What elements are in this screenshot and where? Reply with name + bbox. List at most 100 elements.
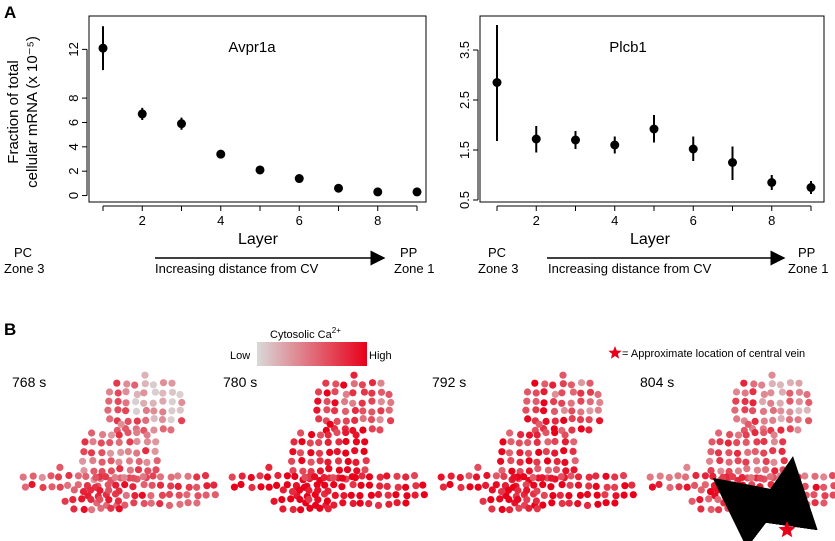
cell [105,496,113,504]
cell [628,481,636,489]
cell [795,388,804,396]
imaging-panel [437,371,637,514]
cell [524,415,532,423]
cell [596,417,604,425]
cell [80,505,88,514]
cell [342,437,350,446]
cell [760,449,768,457]
cell [307,467,315,476]
cell [777,426,785,434]
cell [574,481,583,489]
data-point [334,183,343,193]
cell [539,481,547,489]
star-icon [608,346,622,359]
arrow-label: Increasing distance from CV [548,261,712,276]
cell [115,505,123,513]
cell [558,499,566,508]
cell [666,483,674,492]
cell [742,458,750,466]
cell [567,381,576,389]
cell [82,472,90,480]
cell [557,473,565,481]
cell [576,491,585,499]
cell [321,481,329,489]
imaging-panel [646,371,835,514]
cell [140,499,148,508]
cell [289,448,297,456]
cell [97,504,105,512]
cell [766,473,774,481]
cell [88,429,96,437]
cell [230,483,238,491]
cell [383,472,391,480]
cell [123,380,131,388]
cell [553,457,561,466]
cell [341,407,350,415]
cell [498,448,506,456]
cell [565,499,573,507]
cell [122,399,130,407]
cell [569,447,577,455]
cell [748,481,756,489]
cell [533,458,541,466]
cell [583,501,592,509]
cell [729,473,737,481]
cell [138,491,146,499]
chart-plcb1: Plcb1 0.5 1.5 2.5 3.5 2 4 6 8 Layer PC Zone 3 I… [457,15,828,276]
cell [184,472,192,480]
cell [311,473,319,481]
cell [104,481,112,489]
cell [152,466,160,474]
cell [829,491,835,499]
cell [133,449,141,457]
cell [107,457,115,465]
cell [367,416,376,424]
cell [516,458,524,466]
cell [743,465,751,473]
cell [114,406,122,414]
cell [168,398,176,406]
cell [496,495,504,503]
cell [562,467,570,475]
cell [548,499,556,507]
cell [143,458,151,466]
x-tick-label: 8 [374,213,381,228]
cell [331,388,339,396]
data-point [531,134,541,144]
cell [466,483,474,491]
cell [446,480,454,489]
x-axis-label: Layer [630,231,671,248]
cell [96,486,104,495]
cell [159,425,167,433]
cell [393,499,401,507]
cell [811,499,819,507]
cell [115,487,123,495]
cell [287,495,295,503]
cell [535,420,543,428]
cell [758,381,766,389]
panel-b-label: B [4,320,16,339]
cell [732,388,741,396]
cell [21,483,29,491]
cell [349,481,357,489]
cell [129,474,137,482]
cell [522,406,530,414]
cell [296,449,305,457]
cell [740,379,748,387]
cell [228,473,236,481]
cell [114,497,122,505]
cell [701,481,709,489]
x-tick-label: 4 [611,213,618,228]
cell [820,483,828,491]
x-tick-label: 2 [533,213,540,228]
cell [507,457,515,465]
cell [106,449,115,457]
legend-low-label: Low [230,350,250,362]
cell [313,481,321,489]
panel-a-label: A [4,3,16,22]
cell [360,388,368,396]
cell [133,390,141,398]
cell [64,481,72,489]
cell [331,491,339,499]
timepoint-label: 780 s [223,374,257,390]
